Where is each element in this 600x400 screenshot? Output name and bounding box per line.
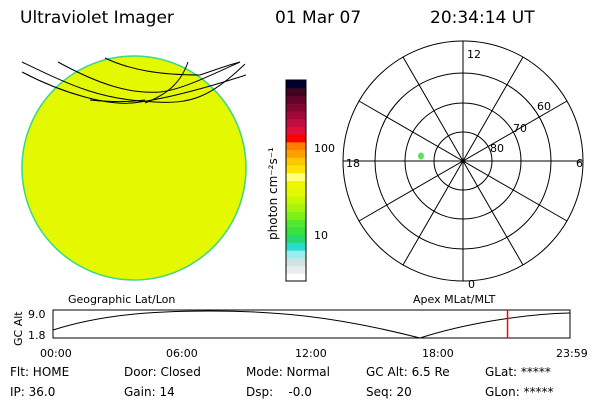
status-gain: Gain: 14: [124, 385, 175, 399]
colorbar-swatch: [286, 95, 306, 104]
instrument-title: Ultraviolet Imager: [20, 8, 174, 28]
polar-plot: [342, 40, 584, 282]
colorbar-tick-100: 100: [314, 142, 335, 155]
colorbar-swatch: [286, 80, 306, 89]
lat-label-60: 60: [537, 100, 551, 113]
colorbar-swatch: [286, 157, 306, 166]
colorbar-swatch: [286, 103, 306, 112]
xtick-6: 06:00: [166, 347, 198, 360]
colorbar-swatch: [286, 165, 306, 174]
colorbar-tick-10: 10: [314, 229, 328, 242]
status-door: Door: Closed: [124, 365, 201, 379]
colorbar-swatch: [286, 273, 306, 282]
lat-label-70: 70: [513, 122, 527, 135]
colorbar-swatch: [286, 257, 306, 267]
colorbar-swatch: [286, 134, 306, 143]
colorbar-swatch: [286, 195, 306, 205]
aurora-spot: [418, 152, 424, 160]
status-flt: Flt: HOME: [10, 365, 70, 379]
status-seq: Seq: 20: [366, 385, 412, 399]
mlt-label-18: 18: [346, 157, 360, 170]
status-glat: GLat: *****: [485, 365, 551, 379]
status-glon: GLon: *****: [485, 385, 554, 399]
colorbar-swatch: [286, 203, 306, 212]
xtick-12: 12:00: [295, 347, 327, 360]
timeline-ylabel: GC Alt: [12, 311, 25, 346]
timeline-left-label: Geographic Lat/Lon: [68, 293, 175, 306]
colorbar-swatch: [286, 211, 306, 220]
colorbar-swatch: [286, 250, 306, 259]
colorbar-swatch: [286, 265, 306, 274]
colorbar-swatch: [286, 219, 306, 228]
colorbar-swatch: [286, 180, 306, 189]
status-ip: IP: 36.0: [10, 385, 56, 399]
colorbar-swatch: [286, 118, 306, 127]
date-label: 01 Mar 07: [275, 8, 362, 28]
xtick-18: 18:00: [422, 347, 454, 360]
colorbar-swatch: [286, 188, 306, 197]
status-dsp: Dsp: -0.0: [246, 385, 312, 399]
ytick-9: 9.0: [28, 308, 46, 321]
ytick-1.8: 1.8: [28, 329, 46, 342]
colorbar-swatch: [286, 172, 306, 181]
colorbar-swatch: [286, 226, 306, 236]
xtick-0: 00:00: [40, 347, 72, 360]
xtick-2359: 23:59: [556, 347, 588, 360]
coastline-overlay: [21, 57, 247, 104]
mlt-label-0: 0: [468, 278, 475, 291]
colorbar-frame: [285, 79, 307, 282]
status-mode: Mode: Normal: [246, 365, 330, 379]
status-gcalt: GC Alt: 6.5 Re: [366, 365, 450, 379]
colorbar-swatch: [286, 234, 306, 243]
mlt-label-12: 12: [467, 48, 481, 61]
colorbar-swatch: [286, 149, 306, 158]
colorbar-swatch: [286, 110, 306, 120]
colorbar-swatch: [286, 87, 306, 96]
altitude-timeline: Geographic Lat/Lon Apex MLat/MLT GC Alt …: [12, 293, 588, 360]
mlt-label-6: 6: [576, 157, 583, 170]
colorbar: [286, 80, 306, 282]
lat-label-80: 80: [490, 142, 504, 155]
globe-image: [21, 55, 247, 281]
colorbar-swatch: [286, 126, 306, 135]
colorbar-swatch: [286, 141, 306, 151]
time-label: 20:34:14 UT: [430, 8, 535, 28]
colorbar-label: photon cm⁻²s⁻¹: [266, 147, 280, 240]
colorbar-swatch: [286, 242, 306, 251]
timeline-right-label: Apex MLat/MLT: [413, 293, 496, 306]
